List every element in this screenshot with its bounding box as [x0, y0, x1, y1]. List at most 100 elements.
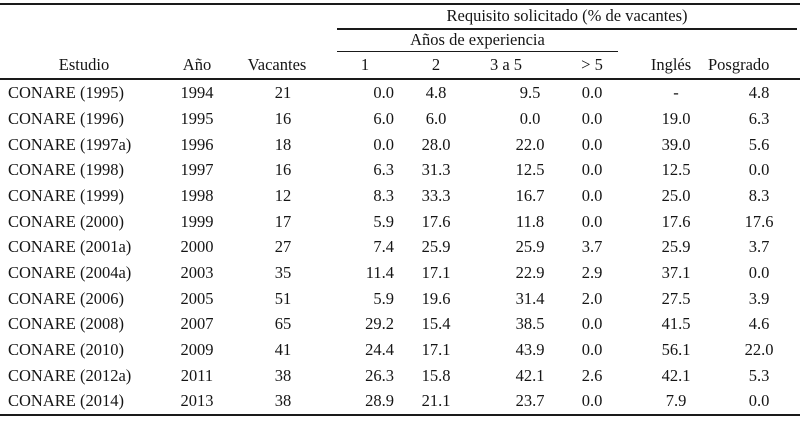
cell-exp-2: 17.1 [421, 340, 451, 360]
cell-vacantes: 17 [274, 211, 292, 231]
cell-ano: 1997 [180, 160, 214, 180]
column-header-exp-1: 1 [320, 51, 410, 80]
cell-exp-2: 33.3 [421, 185, 451, 205]
cell-exp-gt5: 0.0 [581, 391, 603, 411]
cell-exp-1: 5.9 [373, 211, 394, 231]
cell-posgrado: 5.6 [748, 134, 770, 154]
cell-vacantes: 16 [274, 160, 292, 180]
cell-exp-gt5: 2.6 [581, 365, 603, 385]
cell-ingles: 25.0 [661, 185, 691, 205]
cell-vacantes: 38 [274, 391, 292, 411]
cell-exp-2: 15.4 [421, 314, 451, 334]
table-row: CONARE (2004a) 2003 35 11.4 17.1 22.9 2.9 37.1 0… [0, 260, 800, 286]
subgroup-header-cell: Años de experiencia [320, 29, 634, 52]
cell-estudio: CONARE (2006) [8, 288, 124, 308]
cell-exp-3a5: 31.4 [515, 288, 545, 308]
cell-exp-2: 17.6 [421, 211, 451, 231]
table-row: CONARE (2000) 1999 17 5.9 17.6 11.8 0.0 17.6 17.… [0, 208, 800, 234]
cell-exp-1: 29.2 [365, 314, 394, 334]
cell-vacantes: 51 [274, 288, 292, 308]
column-header-vacantes: Vacantes [234, 51, 320, 80]
cell-exp-2: 4.8 [425, 83, 447, 103]
cell-ingles: 25.9 [661, 237, 691, 257]
cell-exp-1: 7.4 [373, 237, 394, 257]
table-row: CONARE (1995) 1994 21 0.0 4.8 9.5 0.0 - 4.8 [0, 79, 800, 106]
cell-exp-gt5: 0.0 [581, 211, 603, 231]
cell-estudio: CONARE (2004a) [8, 263, 132, 282]
cell-ingles: - [673, 83, 679, 103]
table-row: CONARE (1999) 1998 12 8.3 33.3 16.7 0.0 25.0 8.3 [0, 183, 800, 209]
cell-exp-3a5: 11.8 [515, 211, 545, 231]
cell-exp-3a5: 42.1 [515, 365, 545, 385]
cell-posgrado: 4.6 [748, 314, 770, 334]
cell-exp-gt5: 0.0 [581, 185, 603, 205]
cell-ano: 2003 [180, 263, 214, 282]
cell-exp-2: 28.0 [421, 134, 451, 154]
cell-ano: 1995 [180, 108, 214, 128]
cell-estudio: CONARE (1996) [8, 108, 124, 128]
cell-ingles: 37.1 [661, 263, 691, 282]
cell-exp-2: 19.6 [421, 288, 451, 308]
cell-exp-3a5: 9.5 [519, 83, 541, 103]
cell-posgrado: 8.3 [748, 185, 770, 205]
table-row: CONARE (2006) 2005 51 5.9 19.6 31.4 2.0 27.5 3.9 [0, 286, 800, 312]
column-header-row: Estudio Año Vacantes 1 2 3 a 5 > 5 Inglé… [0, 51, 800, 80]
cell-exp-gt5: 2.0 [581, 288, 603, 308]
cell-exp-3a5: 0.0 [519, 108, 541, 128]
cell-ingles: 39.0 [661, 134, 691, 154]
cell-vacantes: 16 [274, 108, 292, 128]
cell-vacantes: 18 [274, 134, 292, 154]
cell-exp-3a5: 12.5 [515, 160, 545, 180]
cell-vacantes: 65 [274, 314, 292, 334]
table-row: CONARE (2010) 2009 41 24.4 17.1 43.9 0.0 56.1 22… [0, 337, 800, 363]
group-header-label: Requisito solicitado (% de vacantes) [337, 4, 798, 30]
cell-ano: 2000 [180, 237, 214, 257]
column-header-estudio: Estudio [0, 51, 160, 80]
table-row: CONARE (1998) 1997 16 6.3 31.3 12.5 0.0 12.5 0.0 [0, 157, 800, 183]
cell-estudio: CONARE (1998) [8, 160, 124, 180]
cell-exp-3a5: 22.9 [515, 263, 545, 282]
table-row: CONARE (2014) 2013 38 28.9 21.1 23.7 0.0 7.9 0.0 [0, 388, 800, 415]
cell-estudio: CONARE (2014) [8, 391, 124, 411]
cell-exp-gt5: 0.0 [581, 340, 603, 360]
cell-exp-1: 6.0 [373, 108, 394, 128]
cell-posgrado: 0.0 [748, 160, 770, 180]
table-header: Requisito solicitado (% de vacantes) Año… [0, 4, 800, 80]
cell-exp-3a5: 23.7 [515, 391, 545, 411]
cell-ano: 1996 [180, 134, 214, 154]
column-header-exp-2: 2 [410, 51, 462, 80]
requirements-table: Requisito solicitado (% de vacantes) Año… [0, 3, 800, 416]
column-header-exp-gt5: > 5 [550, 51, 634, 80]
cell-ingles: 12.5 [661, 160, 691, 180]
table-row: CONARE (1996) 1995 16 6.0 6.0 0.0 0.0 19.0 6.3 [0, 106, 800, 132]
cell-estudio: CONARE (2012a) [8, 365, 132, 385]
cell-exp-3a5: 43.9 [515, 340, 545, 360]
cell-ano: 1998 [180, 185, 214, 205]
group-header-spacer [0, 4, 320, 29]
cell-exp-3a5: 22.0 [515, 134, 545, 154]
column-header-ingles: Inglés [634, 51, 708, 80]
cell-vacantes: 35 [274, 263, 292, 282]
cell-ingles: 17.6 [661, 211, 691, 231]
table-row: CONARE (2012a) 2011 38 26.3 15.8 42.1 2.6 42.1 5… [0, 363, 800, 389]
subgroup-header-spacer-right [634, 29, 800, 51]
cell-exp-gt5: 0.0 [581, 134, 603, 154]
cell-exp-gt5: 0.0 [581, 108, 603, 128]
cell-exp-2: 17.1 [421, 263, 451, 282]
cell-ano: 1994 [180, 83, 214, 103]
cell-ingles: 7.9 [665, 391, 687, 411]
cell-ingles: 42.1 [661, 365, 691, 385]
cell-ingles: 19.0 [661, 108, 691, 128]
table-row: CONARE (2001a) 2000 27 7.4 25.9 25.9 3.7 25.9 3.… [0, 234, 800, 260]
cell-vacantes: 41 [274, 340, 292, 360]
cell-exp-gt5: 0.0 [581, 314, 603, 334]
cell-ano: 2005 [180, 288, 214, 308]
table-row: CONARE (1997a) 1996 18 0.0 28.0 22.0 0.0 39.0 5.… [0, 131, 800, 157]
cell-posgrado: 3.9 [748, 288, 770, 308]
cell-exp-2: 21.1 [421, 391, 451, 411]
cell-exp-2: 15.8 [421, 365, 451, 385]
column-header-posgrado: Posgrado [708, 51, 800, 80]
cell-ingles: 56.1 [661, 340, 691, 360]
cell-posgrado: 22.0 [744, 340, 774, 360]
cell-exp-2: 31.3 [421, 160, 451, 180]
